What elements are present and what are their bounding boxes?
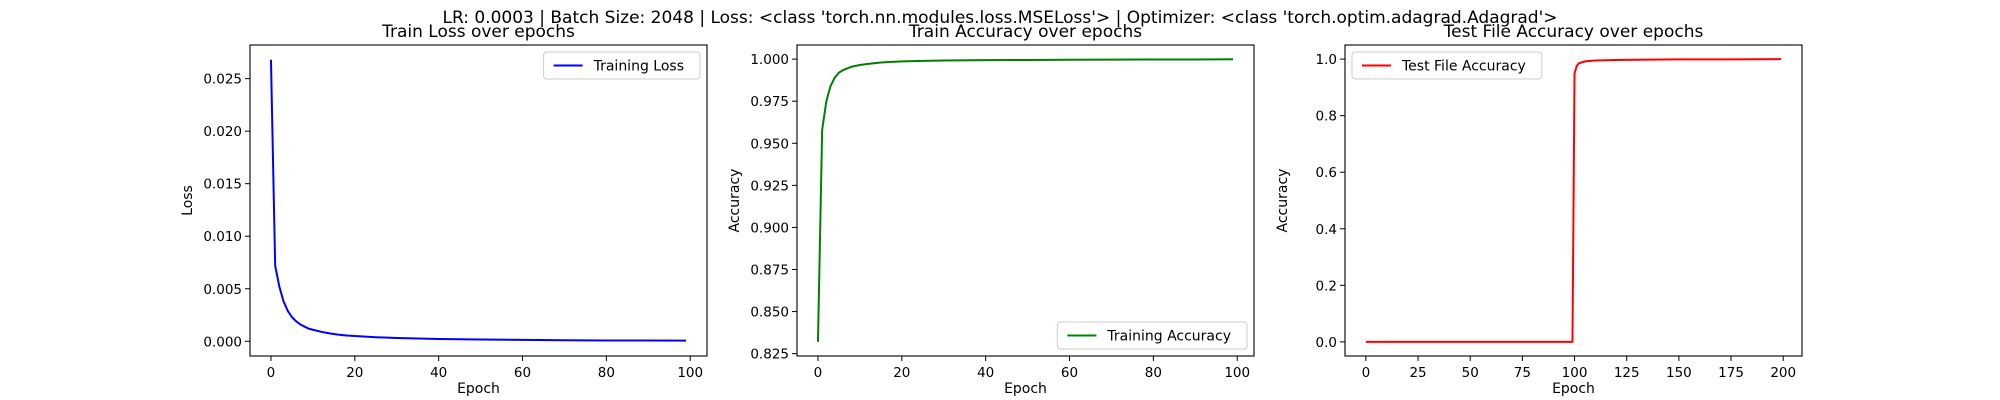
- x-tick-label: 40: [977, 365, 994, 381]
- y-tick-label: 0.8: [1316, 109, 1337, 125]
- legend: Training Loss: [543, 51, 701, 80]
- x-tick-label: 60: [514, 365, 531, 381]
- y-tick-label: 0.900: [750, 220, 789, 236]
- legend-entry: Training Loss: [593, 59, 684, 75]
- axes-frame: [249, 44, 708, 357]
- chart-train-accuracy: Train Accuracy over epochs 0 20 40 60 80 100 0.…: [727, 22, 1255, 397]
- chart-test-accuracy: Test File Accuracy over epochs 0 25 50 75 100…: [1275, 22, 1803, 397]
- y-tick-label: 0.2: [1316, 278, 1337, 294]
- x-tick-label: 80: [1145, 365, 1162, 381]
- legend-box: [1351, 51, 1543, 80]
- y-tick-label: 0.975: [750, 94, 789, 110]
- y-tick-label: 0.950: [750, 136, 789, 152]
- series-line: [816, 58, 1234, 342]
- series-line: [1365, 58, 1782, 343]
- x-tick-label: 60: [1061, 365, 1078, 381]
- x-tick-label: 100: [1224, 365, 1250, 381]
- legend-box: [543, 51, 701, 80]
- figure-suptitle: LR: 0.0003 | Batch Size: 2048 | Loss: <c…: [442, 8, 1557, 28]
- x-tick-label: 150: [1666, 365, 1692, 381]
- y-tick-label: 1.000: [750, 52, 789, 68]
- legend-entry: Training Accuracy: [1106, 329, 1231, 345]
- y-tick-label: 0.0: [1316, 335, 1337, 351]
- x-tick-label: 0: [814, 365, 823, 381]
- y-axis-label: Accuracy: [727, 169, 743, 233]
- x-axis-label: Epoch: [457, 381, 500, 397]
- chart-train-loss: Train Loss over epochs 0 20 40 60 80 100 0.000 0…: [180, 22, 708, 397]
- axes-frame: [796, 44, 1255, 357]
- x-tick-label: 80: [598, 365, 615, 381]
- y-tick-label: 0.000: [203, 334, 242, 350]
- x-tick-label: 75: [1514, 365, 1531, 381]
- series-line: [269, 59, 687, 342]
- x-tick-label: 50: [1462, 365, 1479, 381]
- y-tick-label: 0.025: [203, 72, 242, 88]
- y-tick-label: 0.850: [750, 305, 789, 321]
- y-tick-label: 0.010: [203, 229, 242, 245]
- legend-box: [1056, 321, 1248, 350]
- x-tick-label: 100: [677, 365, 703, 381]
- x-tick-label: 0: [1362, 365, 1371, 381]
- x-tick-label: 0: [267, 365, 276, 381]
- y-tick-label: 0.6: [1316, 165, 1337, 181]
- x-tick-label: 125: [1614, 365, 1640, 381]
- chart-title: Train Accuracy over epochs: [908, 22, 1142, 42]
- y-axis-label: Accuracy: [1275, 169, 1291, 233]
- y-tick-label: 0.015: [203, 177, 242, 193]
- y-tick-label: 0.4: [1316, 222, 1337, 238]
- axes-frame: [1344, 44, 1803, 357]
- y-tick-label: 0.875: [750, 262, 789, 278]
- y-tick-label: 1.0: [1316, 52, 1337, 68]
- chart-title: Test File Accuracy over epochs: [1443, 22, 1704, 42]
- y-tick-label: 0.925: [750, 178, 789, 194]
- legend: Test File Accuracy: [1351, 51, 1543, 80]
- x-tick-label: 20: [893, 365, 910, 381]
- x-axis-label: Epoch: [1552, 381, 1595, 397]
- y-tick-label: 0.020: [203, 124, 242, 140]
- y-axis-label: Loss: [180, 185, 196, 216]
- x-tick-label: 20: [346, 365, 363, 381]
- chart-title: Train Loss over epochs: [381, 22, 575, 42]
- legend-entry: Test File Accuracy: [1401, 59, 1526, 75]
- x-tick-label: 200: [1770, 365, 1796, 381]
- x-axis-label: Epoch: [1004, 381, 1047, 397]
- y-tick-label: 0.005: [203, 282, 242, 298]
- y-tick-label: 0.825: [750, 347, 789, 363]
- x-tick-label: 100: [1562, 365, 1588, 381]
- legend: Training Accuracy: [1056, 321, 1248, 350]
- x-tick-label: 175: [1718, 365, 1744, 381]
- x-tick-label: 25: [1409, 365, 1426, 381]
- x-tick-label: 40: [430, 365, 447, 381]
